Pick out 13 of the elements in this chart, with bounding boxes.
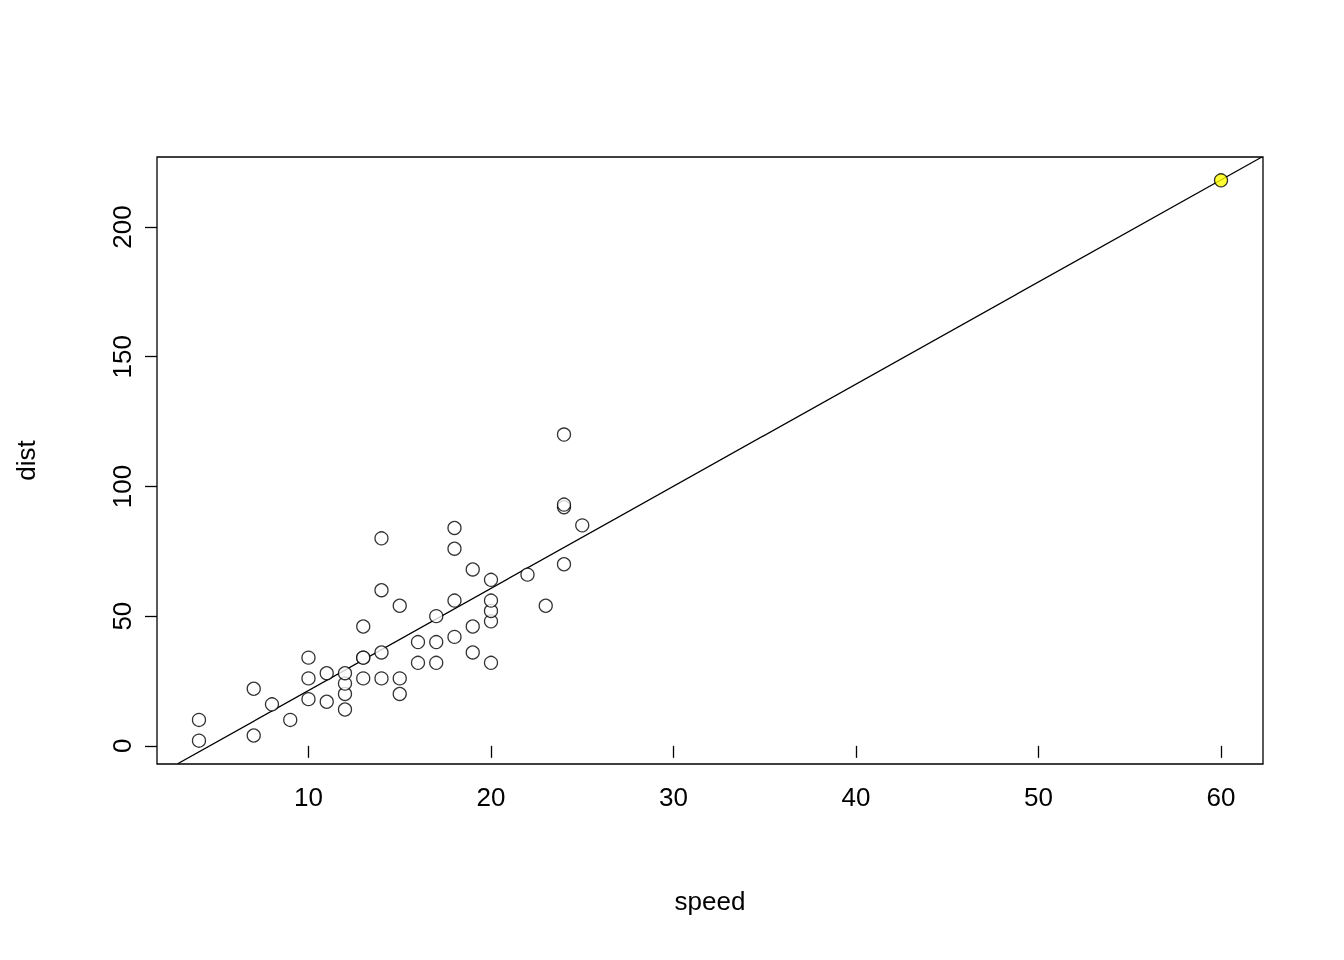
x-axis-title: speed [674, 886, 746, 916]
y-tick-label: 50 [107, 601, 137, 631]
y-tick-label: 150 [107, 335, 137, 379]
x-tick-label: 20 [476, 782, 506, 812]
x-tick-label: 40 [841, 782, 871, 812]
y-tick-label: 200 [107, 205, 137, 249]
x-tick-label: 50 [1024, 782, 1053, 812]
x-tick-label: 10 [294, 782, 323, 812]
y-tick-label: 0 [107, 738, 137, 754]
y-axis-title: dist [11, 439, 41, 481]
y-tick-label: 100 [107, 464, 137, 509]
x-tick-label: 60 [1206, 782, 1236, 812]
x-tick-label: 30 [659, 782, 688, 812]
